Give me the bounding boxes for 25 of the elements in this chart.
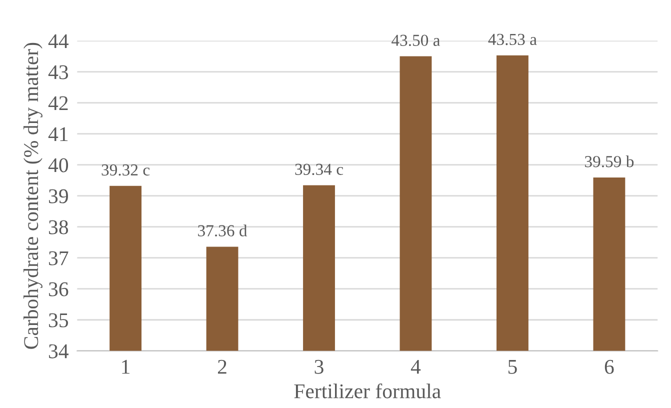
y-tick-label: 43 — [48, 65, 68, 80]
x-tick-label: 3 — [314, 360, 324, 374]
y-tick-label: 36 — [48, 282, 68, 296]
x-tick-label: 4 — [410, 360, 421, 374]
y-tick-label: 35 — [48, 313, 68, 328]
x-axis-title: Fertilizer formula — [294, 383, 441, 398]
y-tick-label: 40 — [48, 158, 68, 172]
y-axis-title: Carbohydrate content (% dry matter) — [23, 42, 42, 349]
y-tick-label: 34 — [48, 344, 69, 358]
x-tick-label: 6 — [604, 360, 614, 374]
data-label: 37.36 d — [198, 224, 248, 236]
y-tick-label: 37 — [48, 251, 68, 266]
y-tick-label: 38 — [48, 220, 68, 234]
x-tick-label: 1 — [122, 360, 130, 374]
data-label: 39.32 c — [102, 164, 150, 176]
y-tick-label: 39 — [48, 189, 68, 204]
data-label: 39.34 c — [295, 164, 344, 176]
data-label: 43.50 a — [392, 34, 440, 46]
data-label: 39.59 b — [585, 155, 634, 168]
x-tick-label: 2 — [218, 360, 226, 374]
y-tick-label: 42 — [48, 96, 68, 110]
y-tick-label: 44 — [48, 34, 69, 48]
data-label: 43.53 a — [488, 34, 537, 46]
x-tick-label: 5 — [508, 360, 517, 374]
y-tick-label: 41 — [48, 127, 68, 142]
